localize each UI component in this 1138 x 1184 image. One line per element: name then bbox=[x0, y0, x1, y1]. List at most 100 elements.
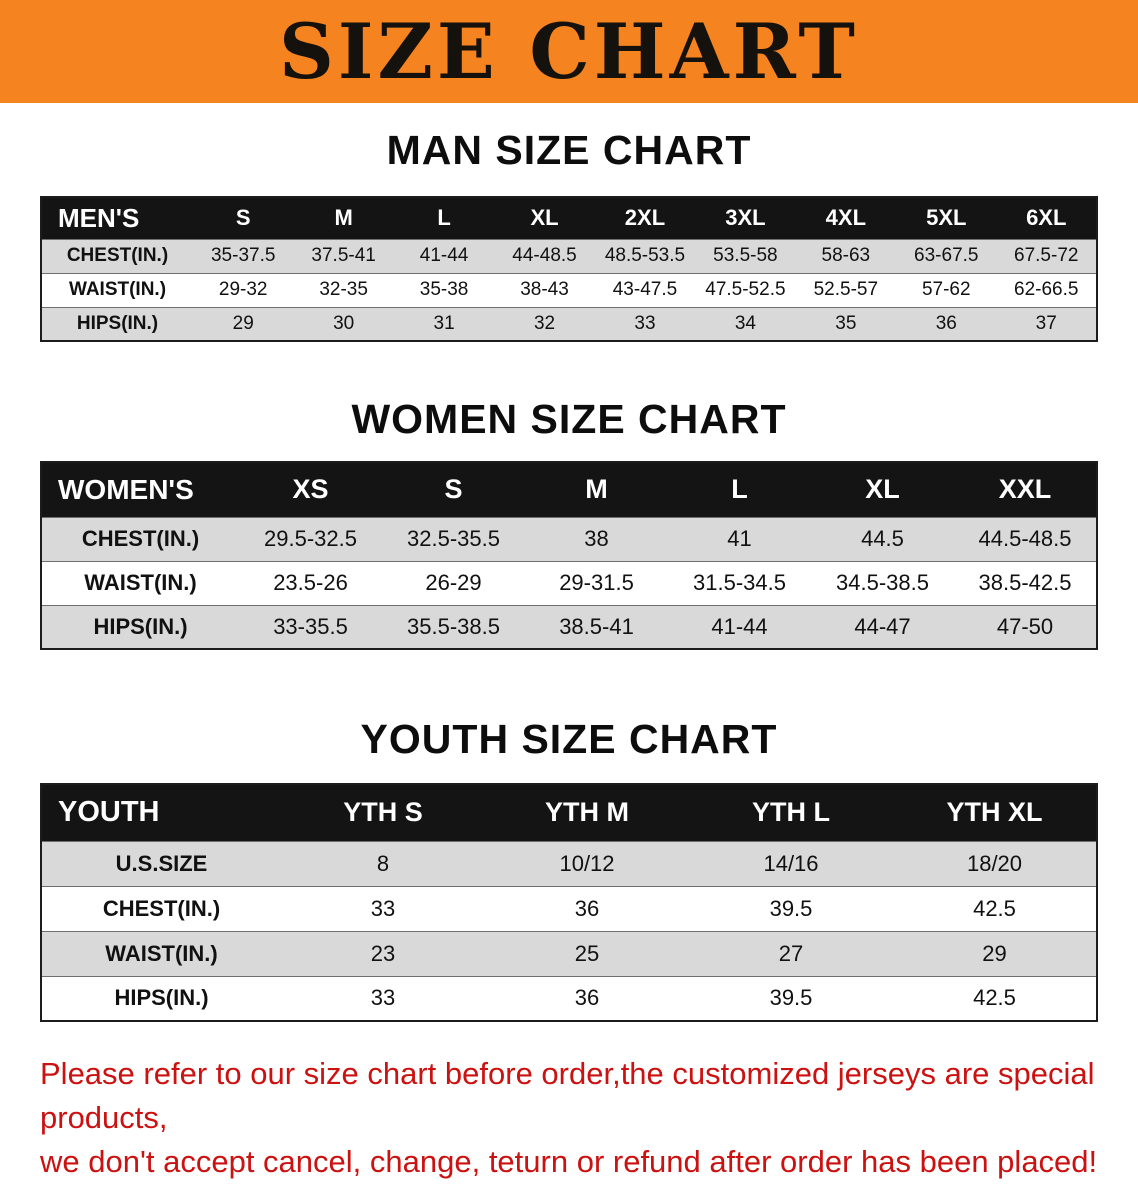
value-cell: 27 bbox=[689, 930, 893, 976]
size-header-cell: 6XL bbox=[996, 197, 1097, 239]
size-header-cell: XL bbox=[811, 462, 954, 517]
value-cell: 42.5 bbox=[893, 885, 1097, 931]
value-cell: 36 bbox=[485, 975, 689, 1021]
table-title-cell: YOUTH bbox=[41, 784, 281, 841]
value-cell: 44.5-48.5 bbox=[954, 516, 1097, 561]
value-cell: 33 bbox=[594, 306, 696, 341]
value-cell: 42.5 bbox=[893, 975, 1097, 1021]
order-policy-note-line-2: we don't accept cancel, change, teturn o… bbox=[40, 1144, 1098, 1180]
row-label-cell: CHEST(IN.) bbox=[41, 885, 281, 931]
banner: SIZE CHART bbox=[0, 0, 1138, 103]
value-cell: 38-43 bbox=[494, 272, 595, 307]
row-label-cell: CHEST(IN.) bbox=[41, 516, 239, 561]
table-row: HIPS(IN.) 29 30 31 32 33 34 35 36 37 bbox=[41, 306, 1097, 341]
value-cell: 37 bbox=[996, 306, 1097, 341]
value-cell: 62-66.5 bbox=[996, 272, 1097, 307]
youth-size-chart-heading: YOUTH SIZE CHART bbox=[360, 716, 778, 762]
row-label-cell: HIPS(IN.) bbox=[41, 975, 281, 1021]
table-row: WAIST(IN.) 29-32 32-35 35-38 38-43 43-47.5 47.… bbox=[41, 272, 1097, 307]
value-cell: 43-47.5 bbox=[594, 272, 696, 307]
value-cell: 31 bbox=[393, 306, 495, 341]
size-header-cell: YTH M bbox=[485, 784, 689, 841]
value-cell: 18/20 bbox=[893, 840, 1097, 886]
value-cell: 47-50 bbox=[954, 604, 1097, 649]
size-header-cell: M bbox=[293, 197, 394, 239]
value-cell: 35-37.5 bbox=[193, 238, 294, 273]
table-title-cell: WOMEN'S bbox=[41, 462, 239, 517]
value-cell: 44.5 bbox=[811, 516, 954, 561]
value-cell: 29 bbox=[193, 306, 294, 341]
table-row: WAIST(IN.) 23.5-26 26-29 29-31.5 31.5-34.5 34… bbox=[41, 560, 1097, 605]
value-cell: 31.5-34.5 bbox=[668, 560, 811, 605]
table-row: CHEST(IN.) 35-37.5 37.5-41 41-44 44-48.5 48.5… bbox=[41, 238, 1097, 273]
value-cell: 53.5-58 bbox=[695, 238, 796, 273]
value-cell: 35 bbox=[795, 306, 897, 341]
table-row: CHEST(IN.) 33 36 39.5 42.5 bbox=[41, 885, 1097, 931]
women-size-chart-heading: WOMEN SIZE CHART bbox=[351, 396, 787, 442]
value-cell: 29 bbox=[893, 930, 1097, 976]
value-cell: 29-31.5 bbox=[525, 560, 668, 605]
value-cell: 38.5-42.5 bbox=[954, 560, 1097, 605]
value-cell: 34.5-38.5 bbox=[811, 560, 954, 605]
value-cell: 32-35 bbox=[293, 272, 394, 307]
man-size-chart-heading: MAN SIZE CHART bbox=[386, 127, 752, 173]
table-row: WAIST(IN.) 23 25 27 29 bbox=[41, 930, 1097, 976]
row-label-cell: CHEST(IN.) bbox=[41, 238, 193, 273]
order-policy-note-line-1: Please refer to our size chart before or… bbox=[40, 1056, 1095, 1136]
banner-title: SIZE CHART bbox=[279, 6, 859, 96]
value-cell: 29.5-32.5 bbox=[239, 516, 382, 561]
row-label-cell: WAIST(IN.) bbox=[41, 272, 193, 307]
value-cell: 37.5-41 bbox=[293, 238, 394, 273]
row-label-cell: HIPS(IN.) bbox=[41, 604, 239, 649]
table-row: CHEST(IN.) 29.5-32.5 32.5-35.5 38 41 44.5 44.5… bbox=[41, 516, 1097, 561]
value-cell: 63-67.5 bbox=[896, 238, 997, 273]
value-cell: 33-35.5 bbox=[239, 604, 382, 649]
size-header-cell: XL bbox=[494, 197, 595, 239]
size-header-cell: L bbox=[668, 462, 811, 517]
value-cell: 39.5 bbox=[689, 975, 893, 1021]
table-row: HIPS(IN.) 33-35.5 35.5-38.5 38.5-41 41-44 44-… bbox=[41, 604, 1097, 649]
value-cell: 32.5-35.5 bbox=[382, 516, 525, 561]
table-header-row: MEN'S S M L XL 2XL 3XL 4XL 5XL 6XL bbox=[41, 197, 1097, 239]
man-size-chart-section: MAN SIZE CHART MEN'S S M L XL 2XL 3XL 4XL 5XL 6XL… bbox=[0, 127, 1138, 342]
value-cell: 23.5-26 bbox=[239, 560, 382, 605]
size-header-cell: S bbox=[382, 462, 525, 517]
row-label-cell: U.S.SIZE bbox=[41, 840, 281, 886]
value-cell: 32 bbox=[494, 306, 595, 341]
size-header-cell: L bbox=[393, 197, 495, 239]
value-cell: 23 bbox=[281, 930, 485, 976]
value-cell: 30 bbox=[293, 306, 394, 341]
value-cell: 14/16 bbox=[689, 840, 893, 886]
size-header-cell: YTH L bbox=[689, 784, 893, 841]
value-cell: 35-38 bbox=[393, 272, 495, 307]
size-header-cell: XXL bbox=[954, 462, 1097, 517]
women-size-table: WOMEN'S XS S M L XL XXL CHEST(IN.) 29.5-32.5 32.5… bbox=[40, 461, 1098, 650]
men-size-table: MEN'S S M L XL 2XL 3XL 4XL 5XL 6XL CHEST(IN.) 35-37… bbox=[40, 196, 1098, 342]
value-cell: 58-63 bbox=[795, 238, 897, 273]
table-header-row: WOMEN'S XS S M L XL XXL bbox=[41, 462, 1097, 517]
value-cell: 33 bbox=[281, 885, 485, 931]
value-cell: 25 bbox=[485, 930, 689, 976]
size-header-cell: 3XL bbox=[695, 197, 796, 239]
value-cell: 8 bbox=[281, 840, 485, 886]
size-header-cell: S bbox=[193, 197, 294, 239]
value-cell: 44-47 bbox=[811, 604, 954, 649]
size-header-cell: M bbox=[525, 462, 668, 517]
value-cell: 36 bbox=[896, 306, 997, 341]
value-cell: 26-29 bbox=[382, 560, 525, 605]
size-header-cell: 2XL bbox=[594, 197, 696, 239]
women-size-chart-section: WOMEN SIZE CHART WOMEN'S XS S M L XL XXL CHEST(… bbox=[0, 396, 1138, 650]
value-cell: 38 bbox=[525, 516, 668, 561]
size-header-cell: XS bbox=[239, 462, 382, 517]
size-header-cell: YTH XL bbox=[893, 784, 1097, 841]
value-cell: 34 bbox=[695, 306, 796, 341]
value-cell: 33 bbox=[281, 975, 485, 1021]
value-cell: 67.5-72 bbox=[996, 238, 1097, 273]
value-cell: 39.5 bbox=[689, 885, 893, 931]
value-cell: 29-32 bbox=[193, 272, 294, 307]
youth-size-chart-section: YOUTH SIZE CHART YOUTH YTH S YTH M YTH L YTH… bbox=[0, 716, 1138, 1022]
value-cell: 47.5-52.5 bbox=[695, 272, 796, 307]
value-cell: 10/12 bbox=[485, 840, 689, 886]
row-label-cell: WAIST(IN.) bbox=[41, 560, 239, 605]
table-header-row: YOUTH YTH S YTH M YTH L YTH XL bbox=[41, 784, 1097, 841]
